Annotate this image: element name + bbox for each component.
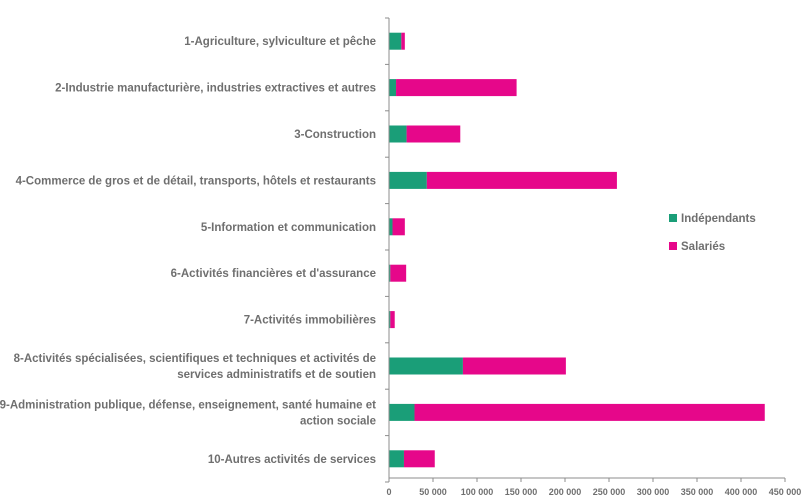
bar-independants-2 — [389, 79, 397, 97]
bar-salaries-1 — [401, 32, 405, 50]
legend-swatch-salaries — [669, 242, 677, 250]
category-label-2: 2-Industrie manufacturière, industries e… — [55, 83, 376, 95]
category-label-3: 3-Construction — [294, 129, 376, 141]
bar-salaries-9 — [414, 403, 765, 421]
bars-layer — [389, 32, 765, 468]
x-tick-label: 100 000 — [461, 487, 494, 497]
category-label-9-line-2: action sociale — [300, 415, 376, 427]
bar-salaries-4 — [426, 171, 617, 189]
bar-salaries-10 — [403, 450, 435, 468]
x-tick-label: 50 000 — [419, 487, 447, 497]
bar-independants-9 — [389, 403, 415, 421]
legend-label-independants: Indépendants — [681, 213, 756, 225]
bar-salaries-3 — [406, 125, 461, 143]
x-tick-label: 300 000 — [637, 487, 670, 497]
category-label-4: 4-Commerce de gros et de détail, transpo… — [16, 175, 376, 187]
category-label-8-line-1: 8-Activités spécialisées, scientifiques … — [14, 353, 376, 365]
x-axis-ticks: 0 50 000 100 000 150 000 200 000 250 000 300 0… — [386, 478, 801, 497]
x-tick-label: 0 — [386, 487, 391, 497]
bar-independants-6 — [389, 264, 391, 282]
bar-salaries-7 — [390, 311, 395, 329]
category-label-5: 5-Information et communication — [201, 222, 376, 234]
x-tick-label: 400 000 — [725, 487, 758, 497]
x-tick-label: 450 000 — [769, 487, 802, 497]
bar-independants-7 — [389, 311, 391, 329]
category-label-6: 6-Activités financières et d'assurance — [171, 268, 376, 280]
bar-independants-10 — [389, 450, 404, 468]
bar-salaries-6 — [390, 264, 407, 282]
x-tick-label: 150 000 — [505, 487, 538, 497]
category-label-8-line-2: services administratifs et de soutien — [177, 369, 376, 381]
x-tick-label: 350 000 — [681, 487, 714, 497]
bar-independants-4 — [389, 171, 427, 189]
legend-swatch-independants — [669, 214, 677, 222]
legend-label-salaries: Salariés — [681, 241, 725, 253]
bar-salaries-2 — [396, 79, 517, 97]
category-label-7: 7-Activités immobilières — [244, 315, 376, 327]
bar-independants-5 — [389, 218, 393, 236]
category-label-1: 1-Agriculture, sylviculture et pêche — [184, 36, 376, 48]
bar-salaries-5 — [392, 218, 405, 236]
bar-independants-3 — [389, 125, 407, 143]
bar-salaries-8 — [462, 357, 566, 375]
x-tick-label: 200 000 — [549, 487, 582, 497]
category-labels: 1-Agriculture, sylviculture et pêche 2-In… — [0, 17, 389, 483]
legend: Indépendants Salariés — [669, 213, 756, 253]
x-tick-label: 250 000 — [593, 487, 626, 497]
category-label-9-line-1: 9-Administration publique, défense, ense… — [0, 399, 376, 411]
bar-independants-1 — [389, 32, 402, 50]
bar-independants-8 — [389, 357, 463, 375]
category-label-10: 10-Autres activités de services — [208, 454, 376, 466]
